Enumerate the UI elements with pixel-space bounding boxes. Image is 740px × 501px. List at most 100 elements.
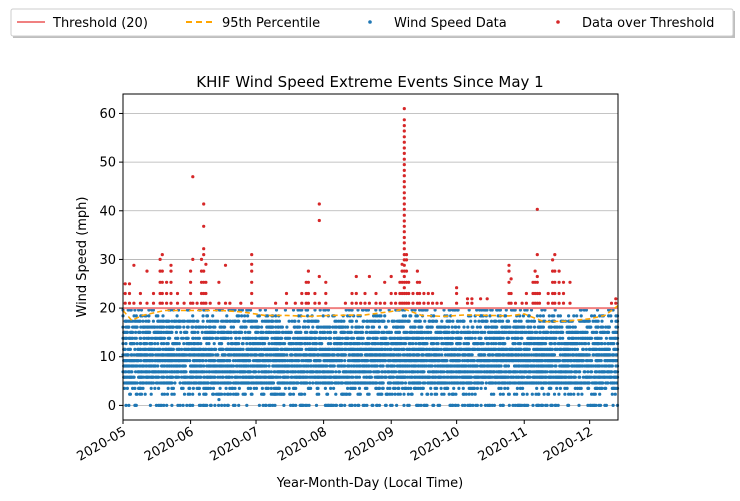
wind-point bbox=[492, 403, 496, 407]
wind-point bbox=[197, 336, 201, 340]
wind-point bbox=[289, 330, 293, 334]
wind-point bbox=[305, 403, 309, 407]
wind-point bbox=[279, 342, 283, 346]
wind-point bbox=[438, 353, 442, 357]
wind-point bbox=[212, 342, 216, 346]
wind-point bbox=[485, 336, 489, 340]
wind-point bbox=[329, 342, 333, 346]
wind-point bbox=[191, 325, 195, 329]
wind-point bbox=[429, 353, 433, 357]
wind-point bbox=[329, 330, 333, 334]
wind-point bbox=[360, 325, 365, 329]
wind-point bbox=[151, 381, 155, 385]
wind-point bbox=[206, 386, 210, 390]
wind-point bbox=[323, 330, 327, 334]
wind-point bbox=[350, 308, 354, 312]
wind-point bbox=[356, 330, 360, 334]
wind-point bbox=[208, 386, 213, 390]
wind-point bbox=[472, 386, 476, 390]
wind-point bbox=[458, 353, 462, 357]
wind-point bbox=[153, 325, 157, 329]
wind-point bbox=[318, 330, 322, 334]
wind-point bbox=[313, 353, 317, 357]
wind-point bbox=[155, 325, 159, 329]
wind-point bbox=[157, 375, 161, 379]
wind-point bbox=[567, 314, 571, 318]
wind-point bbox=[504, 330, 508, 334]
wind-point bbox=[537, 392, 541, 396]
wind-point bbox=[567, 403, 571, 407]
wind-point bbox=[246, 364, 250, 368]
wind-point bbox=[549, 330, 554, 334]
wind-point bbox=[200, 364, 204, 368]
wind-point bbox=[412, 330, 416, 334]
wind-point bbox=[141, 330, 145, 334]
wind-point bbox=[172, 392, 176, 396]
wind-point bbox=[367, 364, 371, 368]
wind-point bbox=[266, 336, 270, 340]
wind-point bbox=[429, 392, 433, 396]
wind-point bbox=[176, 403, 180, 407]
wind-point bbox=[326, 392, 330, 396]
wind-point bbox=[233, 308, 237, 312]
wind-point bbox=[208, 325, 213, 329]
wind-point bbox=[145, 353, 150, 357]
wind-point bbox=[475, 308, 479, 312]
wind-point bbox=[237, 336, 241, 340]
wind-point bbox=[529, 370, 533, 374]
wind-point bbox=[599, 359, 603, 363]
wind-point bbox=[518, 364, 522, 368]
wind-point bbox=[362, 375, 366, 379]
wind-point bbox=[321, 336, 325, 340]
wind-point bbox=[470, 392, 474, 396]
wind-point bbox=[494, 319, 498, 323]
wind-point bbox=[428, 347, 432, 351]
wind-point bbox=[306, 314, 310, 318]
wind-point bbox=[170, 392, 174, 396]
wind-point bbox=[512, 375, 516, 379]
wind-point bbox=[211, 319, 215, 323]
wind-point bbox=[503, 386, 507, 390]
wind-point bbox=[244, 325, 248, 329]
wind-point bbox=[549, 325, 554, 329]
wind-point bbox=[446, 386, 450, 390]
wind-point bbox=[466, 325, 470, 329]
wind-point bbox=[498, 319, 502, 323]
wind-point bbox=[141, 319, 145, 323]
wind-point bbox=[547, 392, 551, 396]
wind-point bbox=[186, 325, 190, 329]
wind-point bbox=[394, 370, 398, 374]
wind-point bbox=[483, 353, 487, 357]
wind-point bbox=[337, 319, 341, 323]
wind-point bbox=[478, 308, 482, 312]
wind-point bbox=[137, 359, 141, 363]
wind-point bbox=[414, 364, 418, 368]
wind-point bbox=[289, 403, 293, 407]
wind-point bbox=[400, 336, 404, 340]
wind-point bbox=[231, 359, 236, 363]
wind-point bbox=[318, 359, 322, 363]
wind-point bbox=[311, 381, 315, 385]
wind-point bbox=[251, 325, 255, 329]
wind-point bbox=[185, 359, 190, 363]
wind-point bbox=[203, 370, 207, 374]
wind-point bbox=[204, 325, 208, 329]
wind-point bbox=[318, 370, 322, 374]
wind-point bbox=[517, 353, 521, 357]
wind-point bbox=[346, 314, 350, 318]
wind-point bbox=[262, 392, 266, 396]
wind-point bbox=[148, 370, 152, 374]
wind-point bbox=[452, 370, 456, 374]
wind-point bbox=[248, 336, 253, 340]
wind-point bbox=[406, 386, 410, 390]
wind-point bbox=[162, 319, 166, 323]
wind-point bbox=[357, 375, 362, 379]
wind-point bbox=[213, 359, 217, 363]
wind-point bbox=[314, 347, 319, 351]
wind-point bbox=[455, 375, 459, 379]
wind-point bbox=[161, 347, 165, 351]
wind-point bbox=[523, 308, 527, 312]
wind-point bbox=[303, 319, 307, 323]
wind-point bbox=[402, 347, 406, 351]
wind-point bbox=[162, 330, 166, 334]
